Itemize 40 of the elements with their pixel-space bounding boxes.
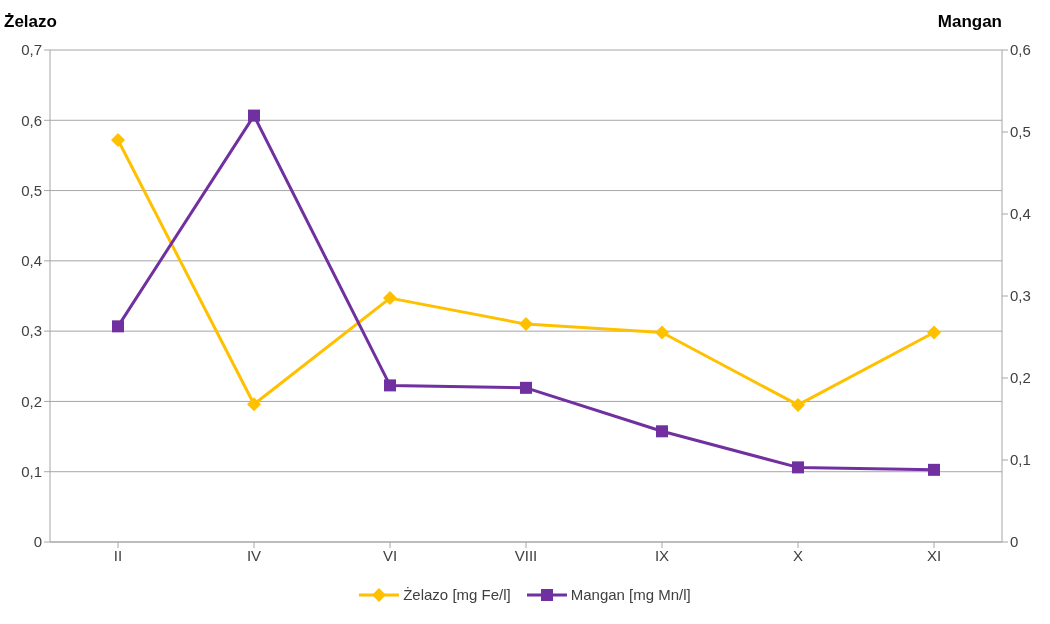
y2-tick-label: 0,5 — [1010, 123, 1031, 141]
point — [656, 425, 668, 438]
y-tick-label: 0,1 — [21, 463, 42, 481]
x-tick-label: IV — [246, 546, 262, 564]
x-tick-label: VIII — [514, 546, 538, 564]
x-tick-label: X — [792, 546, 804, 564]
point — [112, 320, 124, 333]
legend-label: Mangan [mg Mn/l] — [569, 586, 691, 603]
point — [248, 109, 260, 122]
y-tick-label: 0,5 — [21, 181, 42, 199]
y2-axis-title: Mangan — [937, 12, 1002, 32]
y2-tick-label: 0,3 — [1010, 287, 1031, 305]
point — [383, 291, 397, 306]
x-tick-label: IX — [654, 546, 670, 564]
point — [384, 379, 396, 392]
point — [519, 317, 533, 332]
x-tick-label: XI — [926, 546, 942, 564]
point — [655, 325, 669, 340]
y-tick-label: 0,4 — [21, 252, 42, 270]
y-axis-title: Żelazo — [4, 12, 57, 32]
y2-tick-label: 0 — [1010, 533, 1019, 551]
point — [792, 461, 804, 474]
legend-label: Żelazo [mg Fe/l] — [402, 586, 511, 603]
point — [247, 397, 261, 412]
point — [111, 132, 125, 147]
y-tick-label: 0,3 — [21, 322, 42, 340]
y2-tick-label: 0,4 — [1010, 205, 1031, 223]
y2-tick-label: 0,1 — [1010, 451, 1031, 469]
x-tick-label: II — [113, 546, 123, 564]
point — [928, 463, 940, 476]
x-tick-label: VI — [382, 546, 398, 564]
y-tick-label: 0,6 — [21, 111, 42, 129]
point — [927, 325, 941, 340]
point — [520, 381, 532, 394]
y-tick-label: 0 — [33, 533, 42, 551]
y2-tick-label: 0,2 — [1010, 369, 1031, 387]
y-tick-label: 0,7 — [21, 41, 42, 59]
y2-tick-label: 0,6 — [1010, 41, 1031, 59]
point — [791, 397, 805, 412]
y-tick-label: 0,2 — [21, 392, 42, 410]
